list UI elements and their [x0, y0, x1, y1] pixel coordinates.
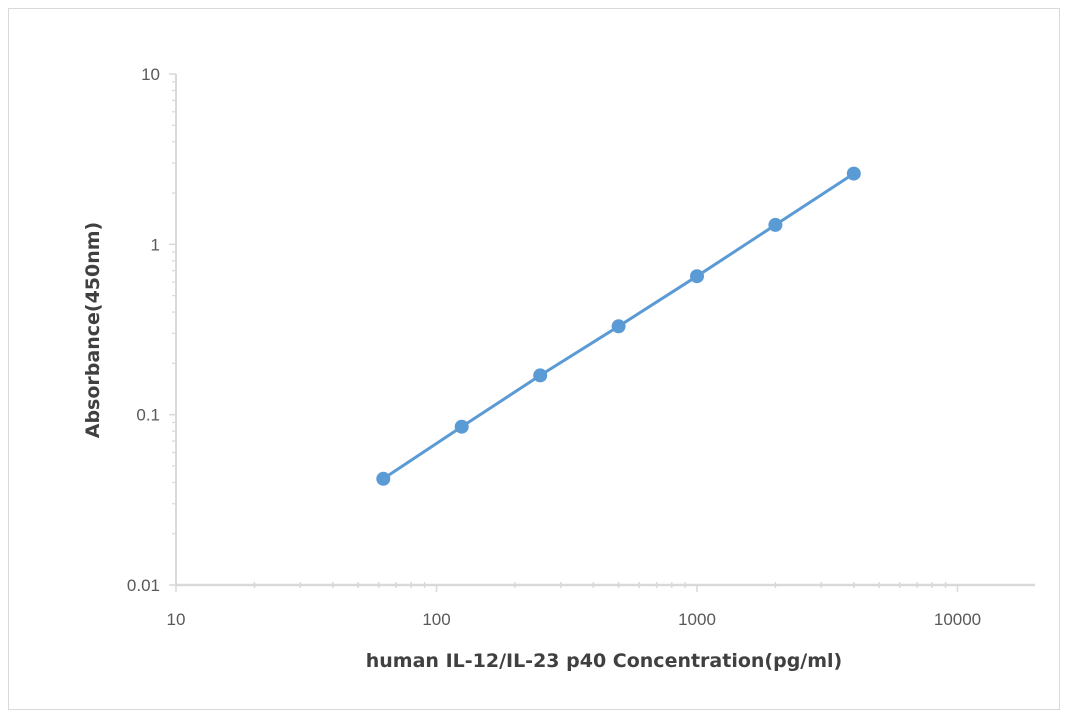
y-tick-label: 10 — [141, 65, 160, 84]
labels-layer: human IL-12/IL-23 p40 Concentration(pg/m… — [82, 65, 981, 672]
y-axis-title: Absorbance(450nm) — [82, 222, 104, 439]
x-tick-label: 10 — [167, 610, 186, 629]
y-tick-label: 0.01 — [127, 576, 160, 595]
x-tick-label: 1000 — [678, 610, 716, 629]
y-tick-label: 0.1 — [136, 406, 160, 425]
x-axis-title: human IL-12/IL-23 p40 Concentration(pg/m… — [366, 650, 843, 672]
series-layer — [376, 166, 861, 486]
data-point — [768, 217, 783, 232]
data-point — [690, 269, 704, 284]
data-point — [846, 166, 861, 181]
data-point — [533, 368, 548, 383]
data-point — [454, 419, 469, 434]
y-tick-label: 1 — [151, 235, 160, 254]
x-tick-label: 10000 — [934, 610, 981, 629]
chart-frame — [8, 8, 1060, 710]
x-tick-label: 100 — [422, 610, 450, 629]
data-point — [611, 319, 626, 334]
data-point — [376, 471, 391, 486]
axes-layer — [169, 73, 1035, 592]
